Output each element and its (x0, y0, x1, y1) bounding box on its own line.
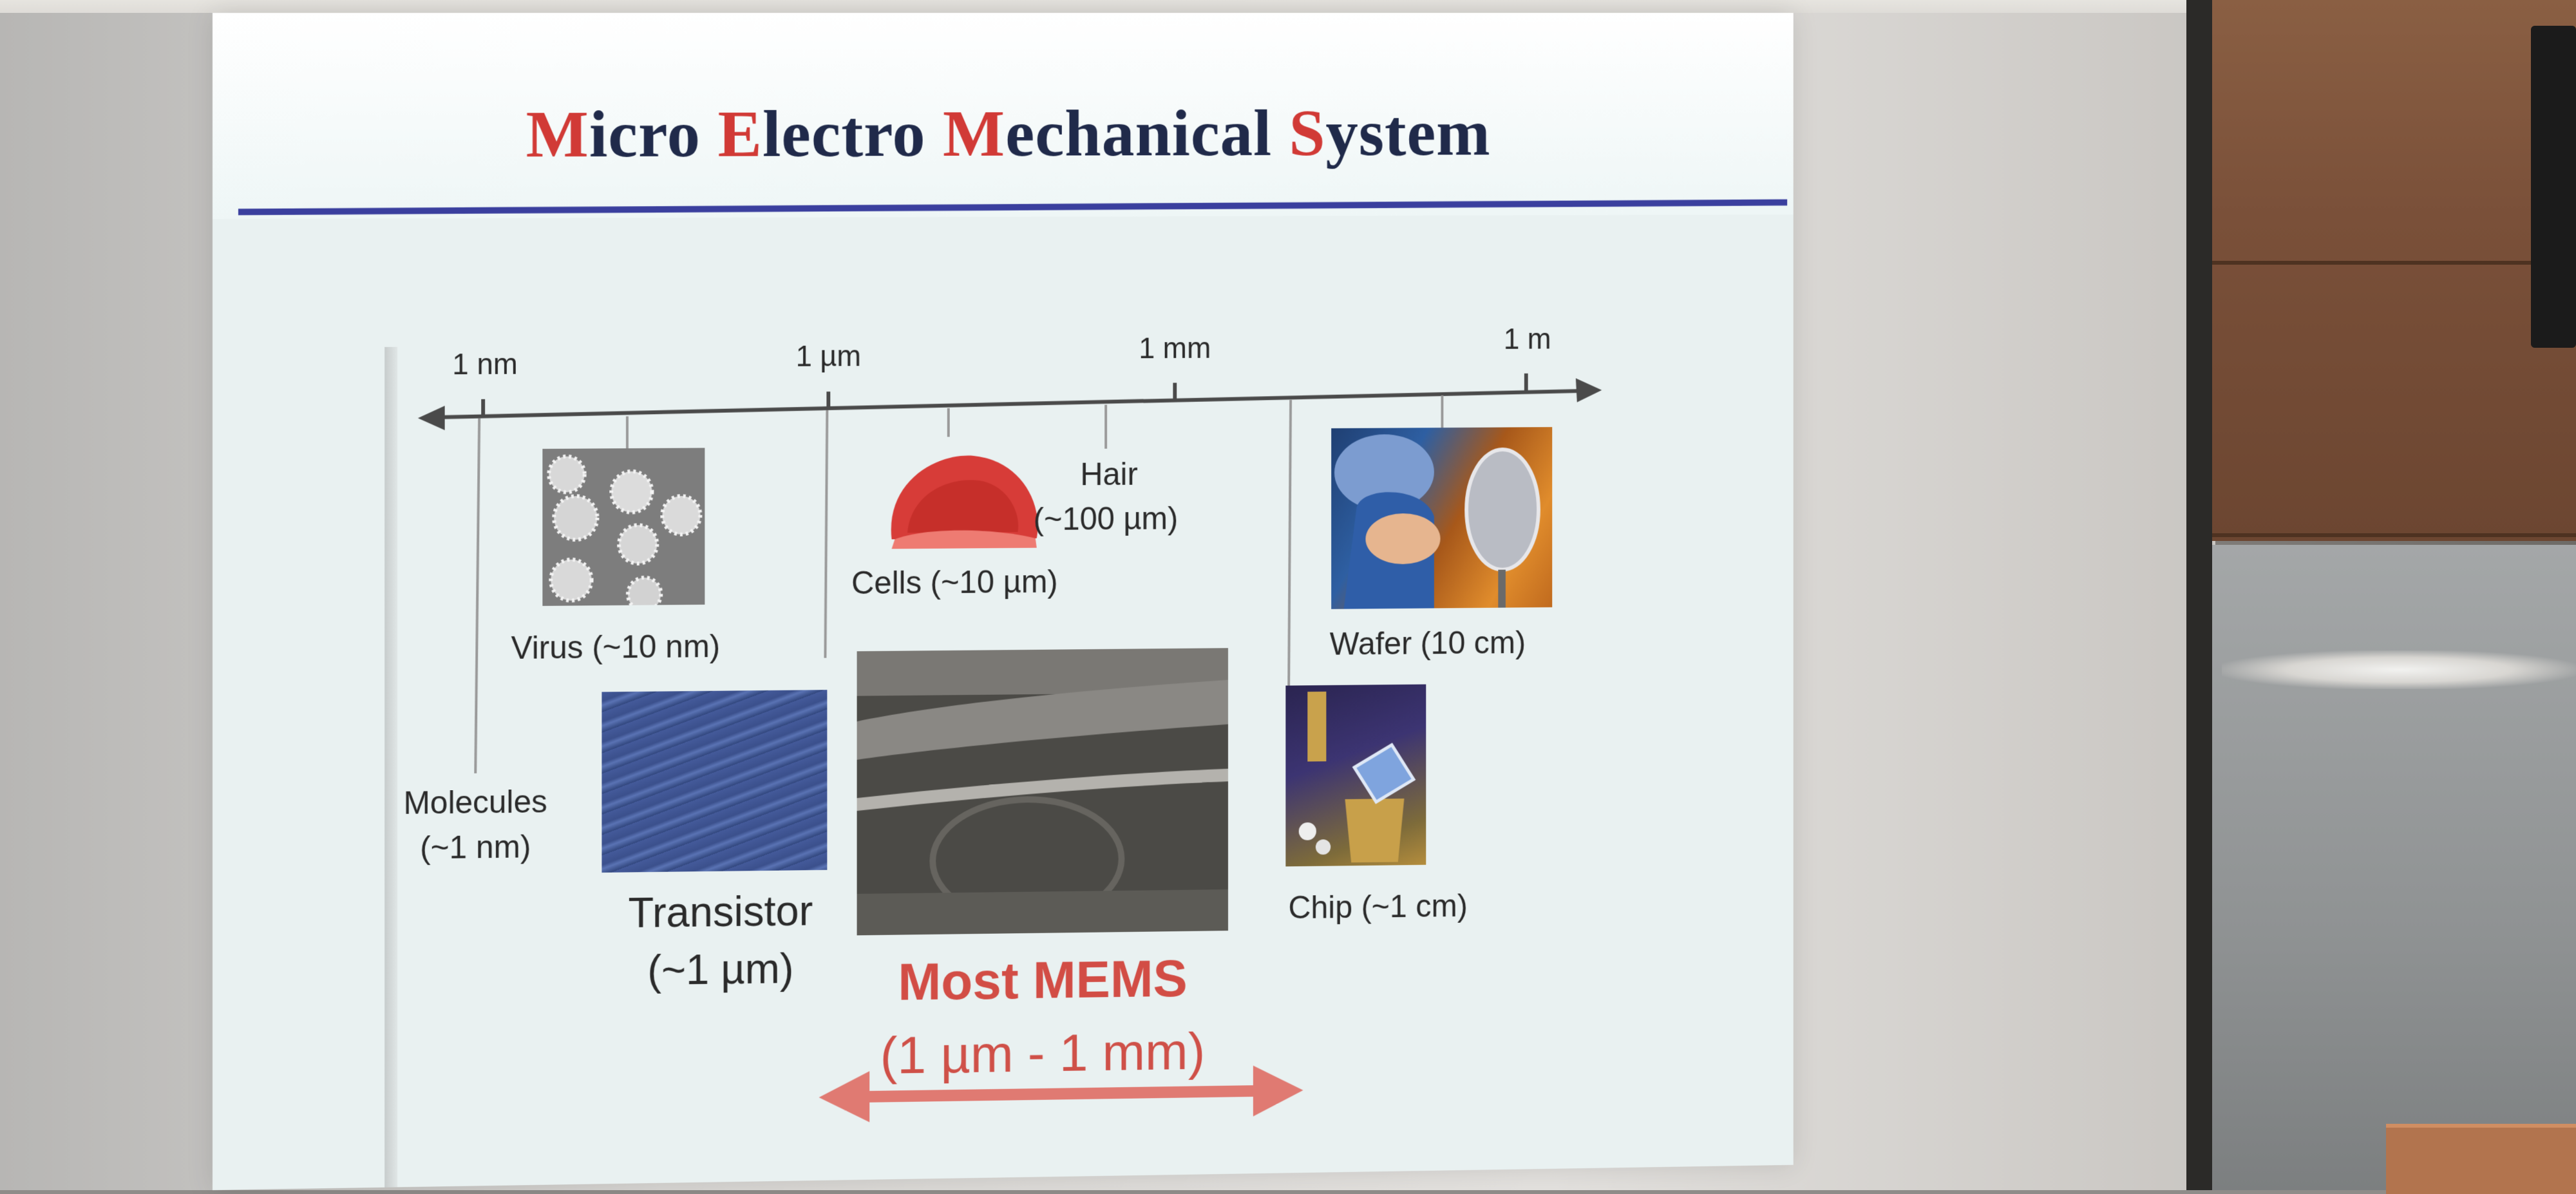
tick-label-1mm: 1 mm (1128, 330, 1222, 365)
wood-panel-seam (2212, 533, 2576, 537)
axis-arrow-right-icon (1576, 378, 1602, 403)
molecules-size-label: (~1 nm) (360, 824, 590, 871)
lower-wall (2212, 545, 2576, 1190)
cells-label: Cells (~10 µm) (825, 559, 1084, 605)
molecules-leader (475, 419, 479, 773)
tick-label-1um: 1 µm (790, 338, 866, 373)
chip-thimble-icon (1285, 685, 1426, 867)
wafer-label: Wafer (10 cm) (1303, 620, 1553, 667)
wafer-inspection-icon (1331, 427, 1552, 609)
light-reflection (2222, 650, 2576, 689)
virus-particles-icon (542, 448, 705, 605)
mems-label: Most MEMS (810, 943, 1275, 1019)
mems-range-label: (1 µm - 1 mm) (810, 1016, 1275, 1092)
projected-slide: Micro Electro Mechanical System 1 nm 1 µ… (213, 13, 1794, 1190)
wood-wall-panel (2212, 0, 2576, 541)
hair-label: Hair (1040, 451, 1179, 497)
wood-panel-seam (2212, 261, 2576, 265)
hair-size-label: (~100 µm) (1002, 496, 1209, 542)
transistor-image (601, 690, 827, 873)
tick-label-1m: 1 m (1490, 321, 1565, 356)
chip-leader (1289, 400, 1291, 685)
wafer-image (1331, 427, 1552, 609)
molecules-label: Molecules (360, 779, 590, 826)
mems-range-line (857, 1091, 1266, 1097)
transistor-leader (825, 410, 827, 658)
axis-arrow-left-icon (418, 406, 445, 430)
chip-image (1285, 685, 1426, 867)
mems-micrograph-icon (857, 648, 1228, 935)
virus-image (542, 448, 705, 605)
chip-label: Chip (~1 cm) (1253, 883, 1502, 931)
transistor-label: Transistor (581, 881, 860, 942)
wall-speaker (2531, 26, 2576, 348)
screen-edge (2186, 0, 2212, 1190)
virus-label: Virus (~10 nm) (495, 623, 737, 670)
scale-axis-line (434, 391, 1584, 417)
wooden-furniture (2386, 1124, 2576, 1194)
tick-label-1nm: 1 nm (447, 346, 524, 381)
mems-device-image (857, 648, 1228, 935)
